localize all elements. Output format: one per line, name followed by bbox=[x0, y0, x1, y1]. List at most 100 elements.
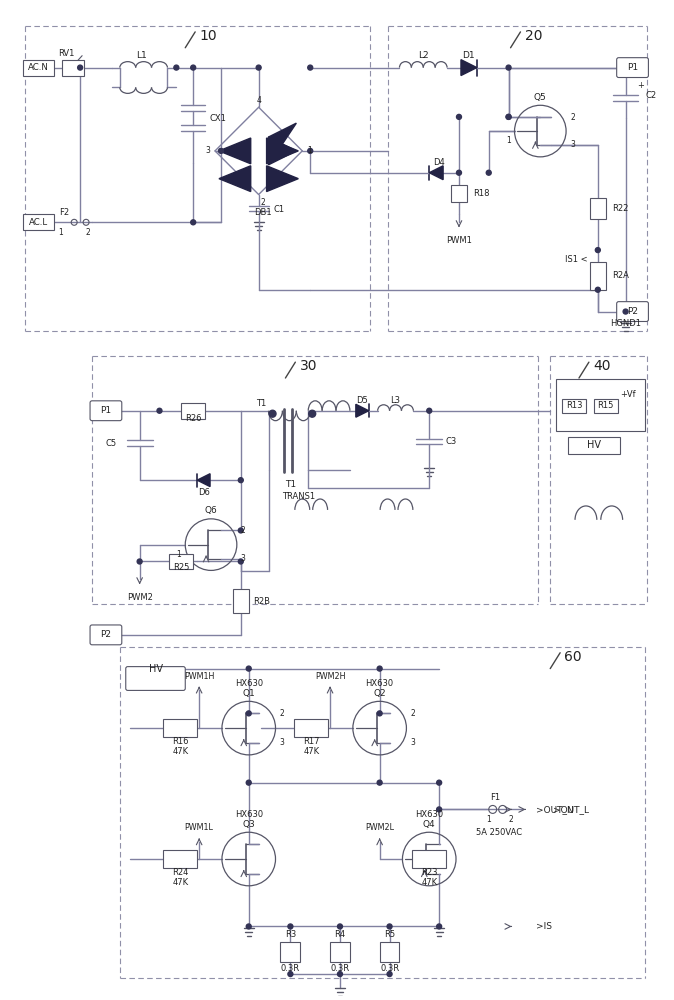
Bar bbox=[594, 399, 617, 413]
Text: PWM2H: PWM2H bbox=[315, 672, 345, 681]
Circle shape bbox=[338, 972, 342, 977]
Text: 2: 2 bbox=[280, 709, 284, 718]
Polygon shape bbox=[219, 166, 251, 192]
Text: 2: 2 bbox=[86, 228, 90, 237]
Text: R5: R5 bbox=[384, 930, 395, 939]
Circle shape bbox=[486, 170, 491, 175]
FancyBboxPatch shape bbox=[617, 302, 648, 321]
Text: D6: D6 bbox=[198, 488, 210, 497]
Text: T1: T1 bbox=[285, 480, 296, 489]
Bar bbox=[590, 198, 606, 219]
Polygon shape bbox=[461, 60, 477, 76]
Text: T1: T1 bbox=[256, 399, 267, 408]
Bar bbox=[233, 589, 249, 613]
Text: >OUT_L: >OUT_L bbox=[553, 805, 589, 814]
Bar bbox=[556, 379, 646, 431]
Text: 0.3R: 0.3R bbox=[281, 964, 300, 973]
FancyBboxPatch shape bbox=[126, 667, 185, 690]
Circle shape bbox=[506, 114, 511, 119]
Circle shape bbox=[239, 478, 243, 483]
Bar bbox=[23, 60, 55, 76]
Circle shape bbox=[506, 65, 511, 70]
Text: HX630: HX630 bbox=[235, 679, 263, 688]
Circle shape bbox=[437, 807, 441, 812]
Circle shape bbox=[218, 148, 224, 153]
Bar bbox=[23, 214, 55, 230]
Text: 1: 1 bbox=[506, 136, 511, 145]
Text: 1: 1 bbox=[58, 228, 63, 237]
Circle shape bbox=[623, 309, 628, 314]
Text: AC.L: AC.L bbox=[29, 218, 48, 227]
Text: P2: P2 bbox=[627, 307, 638, 316]
Text: 30: 30 bbox=[299, 359, 317, 373]
Circle shape bbox=[246, 924, 251, 929]
FancyBboxPatch shape bbox=[90, 401, 122, 421]
Bar bbox=[562, 399, 586, 413]
Text: DB1: DB1 bbox=[254, 208, 272, 217]
Text: R16: R16 bbox=[172, 737, 189, 746]
Text: 20: 20 bbox=[524, 29, 542, 43]
Text: 4: 4 bbox=[256, 96, 261, 105]
Text: PWM1: PWM1 bbox=[446, 236, 472, 245]
Circle shape bbox=[239, 528, 243, 533]
Polygon shape bbox=[267, 166, 299, 192]
Circle shape bbox=[456, 114, 462, 119]
Text: C3: C3 bbox=[445, 437, 456, 446]
Circle shape bbox=[377, 780, 382, 785]
Text: >OUT_N: >OUT_N bbox=[537, 805, 574, 814]
Text: 2: 2 bbox=[410, 709, 415, 718]
Text: L3: L3 bbox=[390, 396, 400, 405]
Text: 3: 3 bbox=[280, 738, 284, 747]
Text: 47K: 47K bbox=[173, 747, 188, 756]
Text: 47K: 47K bbox=[173, 878, 188, 887]
Text: PWM2: PWM2 bbox=[127, 593, 152, 602]
Text: +: + bbox=[638, 81, 644, 90]
Text: C1: C1 bbox=[274, 205, 284, 214]
Text: F1: F1 bbox=[489, 793, 499, 802]
Bar bbox=[163, 850, 197, 868]
FancyBboxPatch shape bbox=[617, 58, 648, 78]
Text: 3: 3 bbox=[570, 140, 575, 149]
Text: F2: F2 bbox=[59, 208, 69, 217]
Bar bbox=[412, 850, 446, 868]
Circle shape bbox=[288, 972, 293, 977]
FancyBboxPatch shape bbox=[90, 625, 122, 645]
Circle shape bbox=[387, 972, 392, 977]
Text: R17: R17 bbox=[303, 737, 319, 746]
Polygon shape bbox=[356, 404, 369, 417]
Text: 0.3R: 0.3R bbox=[380, 964, 399, 973]
Text: 5A 250VAC: 5A 250VAC bbox=[476, 828, 522, 837]
Circle shape bbox=[377, 666, 382, 671]
Text: 47K: 47K bbox=[303, 747, 319, 756]
Text: HGND1: HGND1 bbox=[610, 319, 641, 328]
Text: 60: 60 bbox=[564, 650, 582, 664]
Text: R2A: R2A bbox=[612, 271, 629, 280]
Text: Q6: Q6 bbox=[205, 506, 218, 515]
Text: 2: 2 bbox=[260, 198, 265, 207]
Text: HV: HV bbox=[148, 664, 162, 674]
Bar bbox=[280, 942, 301, 962]
Circle shape bbox=[437, 780, 441, 785]
Text: RV1: RV1 bbox=[59, 49, 75, 58]
Bar bbox=[330, 942, 350, 962]
Circle shape bbox=[239, 559, 243, 564]
Circle shape bbox=[246, 780, 251, 785]
Bar bbox=[568, 437, 619, 454]
Circle shape bbox=[137, 559, 142, 564]
Polygon shape bbox=[267, 138, 299, 164]
Circle shape bbox=[288, 924, 293, 929]
Text: HX630: HX630 bbox=[365, 679, 394, 688]
Circle shape bbox=[246, 666, 251, 671]
Bar bbox=[169, 554, 193, 569]
Text: PWM1H: PWM1H bbox=[184, 672, 214, 681]
Text: >IS: >IS bbox=[537, 922, 553, 931]
Text: TRANS1: TRANS1 bbox=[282, 492, 315, 501]
Text: R26: R26 bbox=[185, 414, 202, 423]
Text: L1: L1 bbox=[136, 51, 147, 60]
Text: Q1: Q1 bbox=[243, 689, 255, 698]
Polygon shape bbox=[429, 166, 443, 180]
Polygon shape bbox=[197, 474, 210, 487]
Text: HX630: HX630 bbox=[415, 810, 443, 819]
Circle shape bbox=[338, 924, 342, 929]
Text: HV: HV bbox=[587, 440, 601, 450]
